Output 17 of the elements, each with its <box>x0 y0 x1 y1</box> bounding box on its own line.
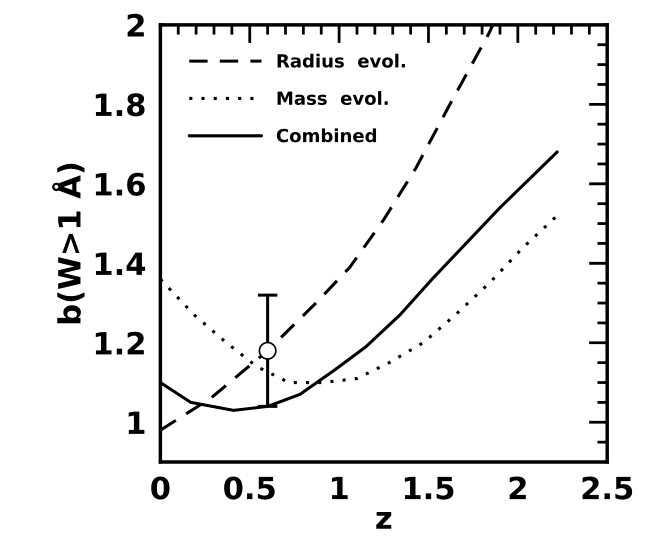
legend-label: Radius evol. <box>278 54 405 68</box>
x-tick-label: 2.5 <box>582 476 632 500</box>
legend-label: Mass evol. <box>278 91 388 106</box>
y-tick-label: 1.4 <box>96 252 146 275</box>
x-axis-title: z <box>376 512 392 529</box>
x-tick-label: 1 <box>332 476 348 500</box>
y-tick-label: 1.8 <box>96 93 145 116</box>
legend-label: Combined <box>276 128 376 142</box>
x-tick-label: 0.5 <box>224 476 275 500</box>
x-tick-label: 0 <box>151 476 170 500</box>
x-tick-label: 2 <box>510 476 526 500</box>
x-tick-label: 1.5 <box>404 476 454 500</box>
y-tick-label: 1 <box>128 412 144 434</box>
y-tick-label: 2 <box>128 14 144 36</box>
y-axis-title: b(W>1 Å) <box>52 164 84 324</box>
y-tick-label: 1.6 <box>96 172 145 196</box>
y-tick-label: 1.2 <box>96 332 144 354</box>
